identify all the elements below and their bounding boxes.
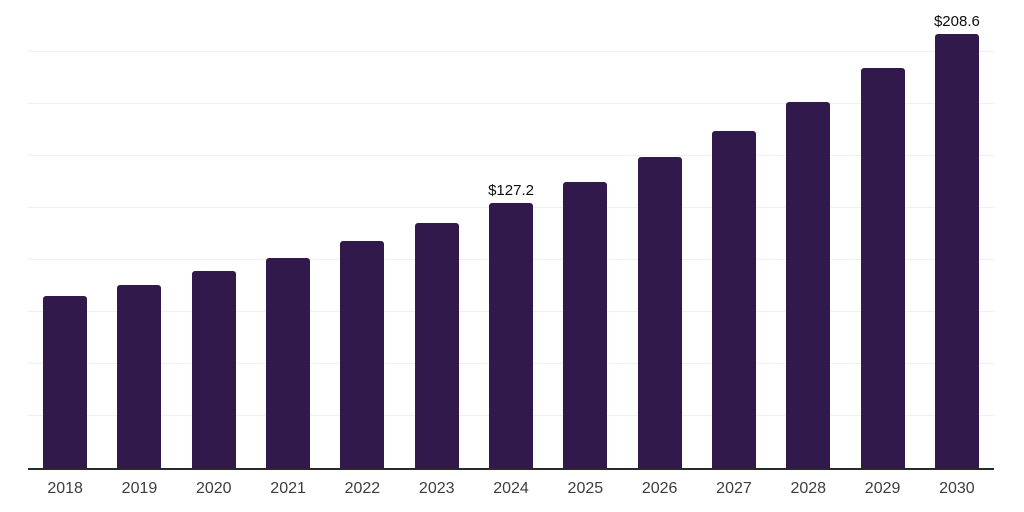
x-tick-2029: 2029 [864,480,901,497]
gridline [28,155,994,157]
x-tick-2023: 2023 [418,480,455,497]
x-tick-2021: 2021 [270,480,306,497]
gridline [28,51,994,52]
bar-group [697,0,771,468]
bar-value-label: $208.6 [933,13,980,31]
bar-value-label: $127.2 [488,182,534,200]
bar-group [548,0,622,468]
x-tick-2018: 2018 [47,480,83,497]
bar-2020[interactable] [191,271,236,468]
plot-area: $127.2 $208.6 [28,0,994,470]
bar-2018[interactable] [43,296,88,468]
bar-2030[interactable] [934,34,979,468]
bar-group [28,0,102,468]
x-axis-labels: 2018 2019 2020 2021 2022 2023 2024 2025 2026 2027… [28,479,994,498]
bar-group [177,0,251,468]
gridline [28,103,994,104]
bar-group [623,0,697,468]
bar-2022[interactable] [340,240,385,468]
bar-2028[interactable] [786,102,831,468]
x-tick-2024: 2024 [493,480,529,497]
bar-2025[interactable] [563,181,608,468]
bar-group [251,0,325,468]
x-tick-2025: 2025 [567,480,604,497]
bar-2019[interactable] [117,284,162,468]
bar-2027[interactable] [711,131,756,468]
bar-2023[interactable] [414,222,459,468]
bar-group [845,0,919,468]
x-tick-2022: 2022 [344,480,381,497]
bar-group [325,0,399,468]
x-tick-2030: 2030 [939,480,975,497]
x-tick-2020: 2020 [195,480,232,497]
x-tick-2027: 2027 [716,480,752,497]
bar-group [400,0,474,468]
bar-group [771,0,845,468]
x-tick-2019: 2019 [121,480,158,497]
bar-group: $208.6 [920,0,994,468]
bar-group: $127.2 [474,0,548,468]
x-tick-2028: 2028 [790,480,827,497]
x-tick-2026: 2026 [641,480,678,497]
bar-2021[interactable] [266,257,311,468]
bar-group [102,0,176,468]
bar-2029[interactable] [860,68,905,468]
bars-container: $127.2 $208.6 [28,0,994,468]
bar-2024[interactable] [489,203,534,468]
bar-2026[interactable] [637,157,682,468]
